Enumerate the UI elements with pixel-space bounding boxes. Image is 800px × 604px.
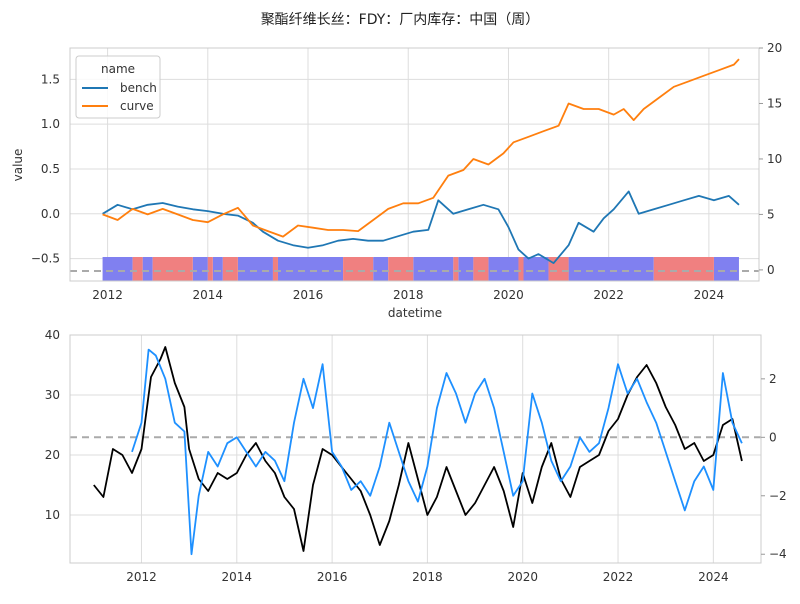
top-x-ticks: 2012 2014 2016 2018 2020 2022 2024 <box>92 288 724 302</box>
bottom-plot-frame <box>69 334 762 564</box>
regime-band-blue <box>277 257 344 281</box>
legend-box <box>75 55 161 119</box>
y-right-tick-label: 5 <box>767 207 775 221</box>
bottom-y-right-ticks: −4 −2 0 2 <box>761 372 787 561</box>
y-left-tick-label: 0.5 <box>41 162 60 176</box>
y-left-tick-label: 0.0 <box>41 207 60 221</box>
regime-band-red <box>222 257 238 281</box>
regime-band-red <box>518 257 524 281</box>
x-tick-label: 2012 <box>92 288 123 302</box>
top-y-axis-label: value <box>11 149 25 182</box>
regime-band-blue <box>523 257 549 281</box>
x-tick-label: 2016 <box>317 570 348 584</box>
regime-band-red <box>132 257 143 281</box>
regime-band-blue <box>142 257 153 281</box>
legend: name bench curve <box>75 55 161 119</box>
x-tick-label: 2022 <box>593 288 624 302</box>
y-left-tick-label: 30 <box>45 388 60 402</box>
regime-band-red <box>272 257 278 281</box>
regime-band-blue <box>102 257 133 281</box>
x-tick-label: 2020 <box>493 288 524 302</box>
y-left-tick-label: 1.5 <box>41 72 60 86</box>
x-tick-label: 2012 <box>126 570 157 584</box>
top-y-right-ticks: 0 5 10 15 20 <box>759 41 782 277</box>
bottom-y-left-ticks: 10 20 30 40 <box>45 328 60 522</box>
y-right-tick-label: 0 <box>767 263 775 277</box>
series-line-curve <box>102 58 740 238</box>
regime-band-blue <box>212 257 223 281</box>
bottom-x-ticks: 2012 2014 2016 2018 2020 2022 2024 <box>126 570 728 584</box>
top-grid <box>70 48 759 281</box>
x-tick-label: 2018 <box>393 288 424 302</box>
regime-band-red <box>453 257 459 281</box>
x-tick-label: 2022 <box>603 570 634 584</box>
bottom-series-lines <box>93 346 743 556</box>
top-y-left-ticks: −0.5 0.0 0.5 1.0 1.5 <box>31 72 60 265</box>
regime-band-blue <box>713 257 739 281</box>
figure-title: 聚酯纤维长丝：FDY：厂内库存：中国（周） <box>261 12 540 28</box>
legend-title: name <box>101 62 135 76</box>
regime-band-red <box>473 257 489 281</box>
regime-band-blue <box>413 257 454 281</box>
top-x-axis-label: datetime <box>388 306 442 320</box>
top-panel: 2012 2014 2016 2018 2020 2022 2024 −0.5 0.0 0.5 1… <box>11 41 782 320</box>
y-left-tick-label: 10 <box>45 508 60 522</box>
regime-band-blue <box>192 257 208 281</box>
y-left-tick-label: 20 <box>45 448 60 462</box>
regime-band-blue <box>458 257 474 281</box>
x-tick-label: 2014 <box>222 570 253 584</box>
legend-label-curve: curve <box>120 99 154 113</box>
y-left-tick-label: −0.5 <box>31 252 60 266</box>
y-left-tick-label: 40 <box>45 328 60 342</box>
regime-band-red <box>653 257 714 281</box>
y-right-tick-label: 2 <box>769 372 777 386</box>
y-left-tick-label: 1.0 <box>41 117 60 131</box>
series-line-line-0 <box>93 346 743 552</box>
y-right-tick-label: −2 <box>769 489 787 503</box>
series-line-bench <box>102 190 740 264</box>
series-line-line-1 <box>131 348 743 556</box>
y-right-tick-label: −4 <box>769 547 787 561</box>
regime-band-blue <box>488 257 519 281</box>
x-tick-label: 2024 <box>694 288 725 302</box>
regime-band-blue <box>237 257 273 281</box>
x-tick-label: 2016 <box>293 288 324 302</box>
y-right-tick-label: 20 <box>767 41 782 55</box>
y-right-tick-label: 0 <box>769 430 777 444</box>
regime-band-red <box>548 257 569 281</box>
regime-band-red <box>388 257 414 281</box>
regime-band-blue <box>568 257 654 281</box>
top-series-lines <box>102 58 740 264</box>
x-tick-label: 2018 <box>412 570 443 584</box>
top-plot-frame <box>69 47 760 282</box>
y-right-tick-label: 10 <box>767 152 782 166</box>
x-tick-label: 2020 <box>507 570 538 584</box>
regime-band-red <box>343 257 374 281</box>
regime-band-red <box>207 257 213 281</box>
regime-band-blue <box>373 257 389 281</box>
top-regime-bands <box>102 257 739 281</box>
regime-band-red <box>152 257 193 281</box>
bottom-grid <box>70 334 761 563</box>
x-tick-label: 2024 <box>698 570 729 584</box>
y-right-tick-label: 15 <box>767 96 782 110</box>
x-tick-label: 2014 <box>193 288 224 302</box>
legend-label-bench: bench <box>120 81 157 95</box>
